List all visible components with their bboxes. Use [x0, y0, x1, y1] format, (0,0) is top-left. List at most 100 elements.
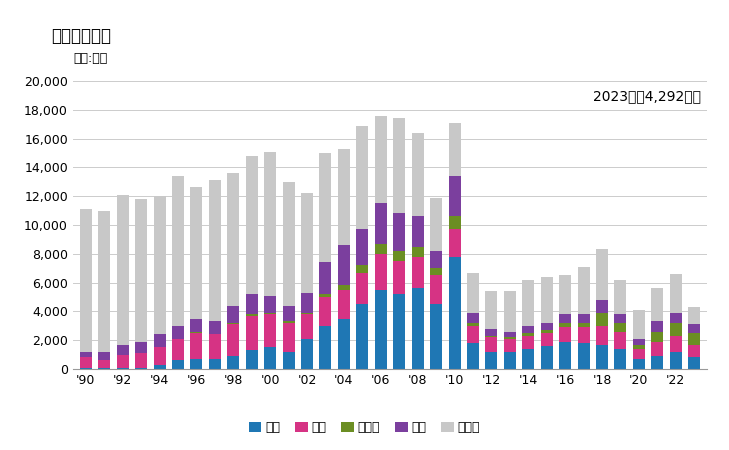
- Bar: [154, 364, 165, 369]
- Bar: [541, 333, 553, 346]
- Bar: [688, 324, 701, 333]
- Bar: [577, 327, 590, 343]
- Bar: [135, 353, 147, 368]
- Bar: [393, 251, 405, 261]
- Bar: [467, 313, 479, 323]
- Bar: [338, 285, 350, 290]
- Bar: [338, 319, 350, 369]
- Bar: [264, 152, 276, 296]
- Bar: [467, 343, 479, 369]
- Bar: [301, 313, 313, 314]
- Bar: [375, 203, 387, 244]
- Bar: [246, 350, 258, 369]
- Bar: [338, 148, 350, 245]
- Bar: [319, 326, 332, 369]
- Bar: [522, 336, 534, 349]
- Bar: [79, 357, 92, 368]
- Bar: [375, 290, 387, 369]
- Bar: [486, 352, 497, 369]
- Bar: [227, 323, 239, 324]
- Bar: [670, 313, 682, 323]
- Bar: [504, 339, 516, 352]
- Bar: [412, 133, 424, 216]
- Bar: [559, 342, 571, 369]
- Bar: [486, 291, 497, 328]
- Bar: [596, 345, 608, 369]
- Bar: [356, 126, 368, 230]
- Bar: [486, 338, 497, 352]
- Bar: [301, 292, 313, 313]
- Bar: [154, 196, 165, 334]
- Bar: [338, 290, 350, 319]
- Text: 輸出量の推移: 輸出量の推移: [51, 27, 111, 45]
- Bar: [246, 316, 258, 350]
- Bar: [117, 356, 129, 368]
- Bar: [190, 333, 203, 359]
- Bar: [117, 368, 129, 369]
- Bar: [190, 320, 203, 332]
- Bar: [633, 310, 645, 339]
- Bar: [117, 195, 129, 345]
- Bar: [227, 356, 239, 369]
- Bar: [98, 212, 110, 352]
- Bar: [430, 251, 442, 268]
- Bar: [577, 343, 590, 369]
- Bar: [651, 356, 663, 369]
- Bar: [615, 280, 626, 314]
- Bar: [283, 352, 295, 369]
- Bar: [633, 345, 645, 349]
- Bar: [393, 118, 405, 213]
- Bar: [283, 306, 295, 321]
- Bar: [79, 352, 92, 357]
- Bar: [633, 339, 645, 345]
- Bar: [412, 247, 424, 256]
- Text: 2023年：4,292トン: 2023年：4,292トン: [593, 90, 701, 104]
- Bar: [448, 123, 461, 176]
- Bar: [393, 261, 405, 294]
- Bar: [301, 339, 313, 369]
- Bar: [596, 326, 608, 345]
- Bar: [319, 262, 332, 294]
- Bar: [430, 198, 442, 251]
- Bar: [504, 338, 516, 339]
- Bar: [412, 256, 424, 288]
- Bar: [615, 349, 626, 369]
- Bar: [522, 333, 534, 336]
- Bar: [615, 314, 626, 323]
- Bar: [154, 334, 165, 347]
- Bar: [651, 332, 663, 342]
- Bar: [559, 327, 571, 342]
- Bar: [670, 323, 682, 336]
- Bar: [467, 326, 479, 343]
- Bar: [633, 359, 645, 369]
- Bar: [375, 244, 387, 254]
- Bar: [338, 245, 350, 285]
- Bar: [541, 277, 553, 323]
- Bar: [356, 230, 368, 266]
- Bar: [190, 332, 203, 333]
- Bar: [467, 273, 479, 313]
- Bar: [430, 268, 442, 275]
- Bar: [246, 156, 258, 294]
- Bar: [522, 326, 534, 333]
- Bar: [319, 153, 332, 262]
- Bar: [615, 332, 626, 349]
- Bar: [356, 266, 368, 273]
- Bar: [541, 330, 553, 333]
- Bar: [688, 357, 701, 369]
- Bar: [209, 334, 221, 359]
- Text: 単位:トン: 単位:トン: [73, 52, 107, 65]
- Bar: [596, 313, 608, 326]
- Bar: [541, 323, 553, 330]
- Bar: [486, 336, 497, 338]
- Bar: [135, 368, 147, 369]
- Bar: [117, 345, 129, 356]
- Legend: 中国, 米国, インド, 台湾, その他: 中国, 米国, インド, 台湾, その他: [244, 416, 485, 439]
- Bar: [615, 323, 626, 332]
- Bar: [504, 352, 516, 369]
- Bar: [209, 180, 221, 321]
- Bar: [467, 323, 479, 326]
- Bar: [227, 306, 239, 323]
- Bar: [670, 274, 682, 313]
- Bar: [596, 249, 608, 300]
